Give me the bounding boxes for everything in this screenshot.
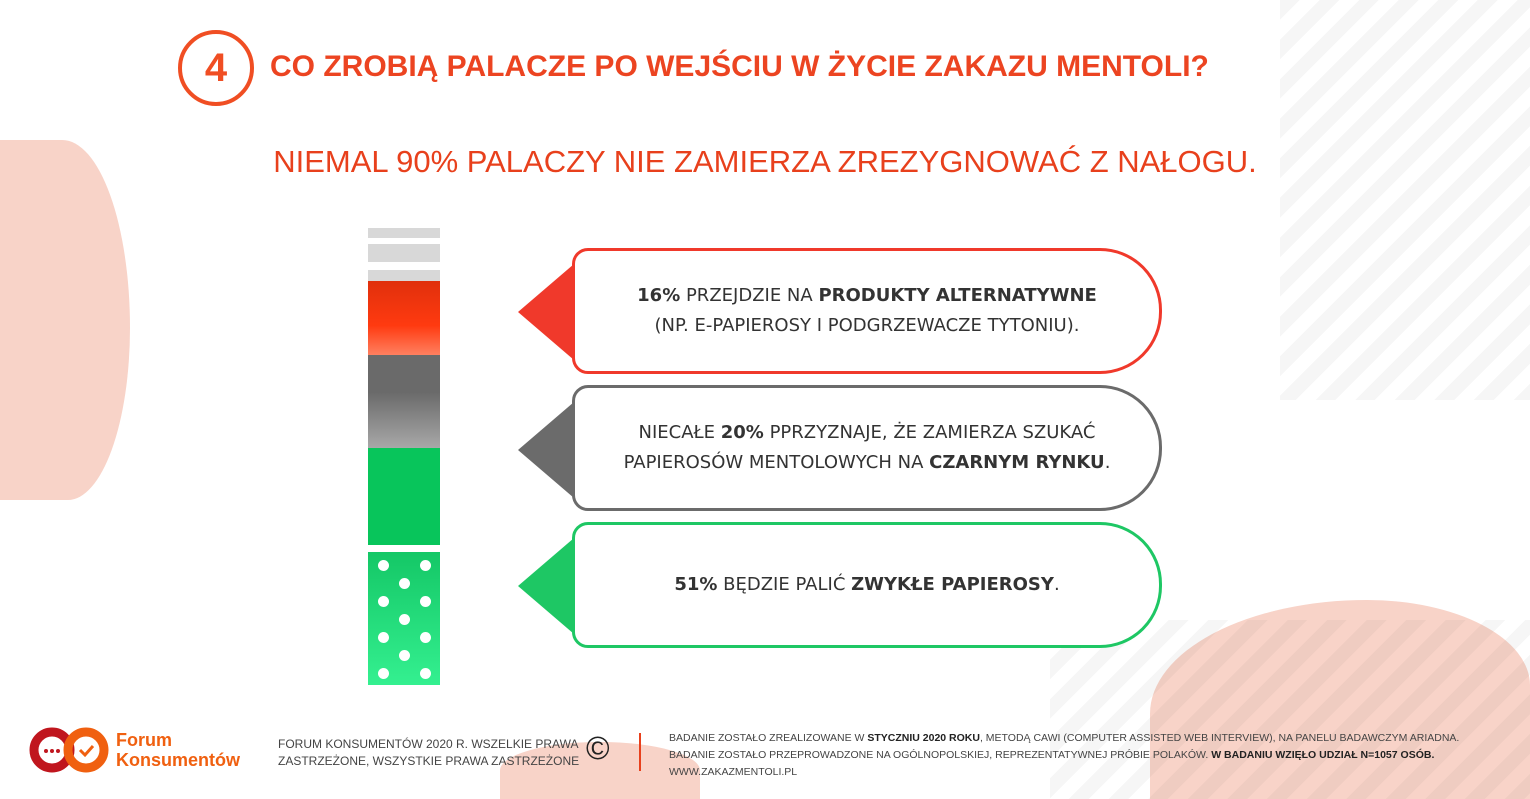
page-title: CO ZROBIĄ PALACZE PO WEJŚCIU W ŻYCIE ZAK…: [270, 50, 1209, 83]
filter-dot: [420, 596, 431, 607]
filter-dot: [399, 650, 410, 661]
segment-black-market: [368, 355, 440, 448]
logo-icon: [29, 727, 109, 773]
logo: Forum Konsumentów: [28, 718, 258, 782]
decor-blob-left: [0, 140, 130, 500]
filter-dot: [420, 560, 431, 571]
filter-dot: [420, 668, 431, 679]
filter-dot: [378, 560, 389, 571]
logo-text: Forum: [116, 730, 172, 750]
ash-stripe: [368, 244, 440, 262]
decor-stripes-top-right: [1280, 0, 1530, 400]
decor-blob-bottom-right: [1150, 600, 1530, 799]
divider: [639, 733, 641, 771]
step-number-badge: 4: [178, 30, 254, 106]
copyright-text: FORUM KONSUMENTÓW 2020 R. WSZELKIE PRAWA…: [278, 737, 580, 768]
website-link[interactable]: WWW.ZAKAZMENTOLI.PL: [669, 766, 798, 778]
decor-blob-bottom: [500, 742, 700, 799]
filter-dot: [420, 632, 431, 643]
pointer-arrow: [518, 264, 574, 360]
pointer-arrow: [518, 538, 574, 634]
segment-regular: [368, 448, 440, 545]
ash-stripe: [368, 270, 440, 281]
logo-text: Konsumentów: [116, 750, 240, 770]
segment-alternative: [368, 281, 440, 355]
filter: [368, 552, 440, 685]
ash-stripe: [368, 228, 440, 238]
filter-dot: [399, 614, 410, 625]
pointer-arrow: [518, 402, 574, 498]
filter-dot: [378, 668, 389, 679]
callout-alternative: 16% PRZEJDZIE NA PRODUKTY ALTERNATYWNE (N…: [572, 248, 1162, 374]
copyright-icon: ©: [586, 730, 610, 766]
methodology-note: BADANIE ZOSTAŁO ZREALIZOWANE W STYCZNIU …: [669, 730, 1459, 781]
callout-black-market: NIECAŁE 20% PPRZYZNAJE, ŻE ZAMIERZA SZUK…: [572, 385, 1162, 511]
decor-stripes-bottom: [1050, 620, 1530, 799]
filter-dot: [399, 578, 410, 589]
filter-dot: [378, 596, 389, 607]
filter-dot: [378, 632, 389, 643]
callout-regular: 51% BĘDZIE PALIĆ ZWYKŁE PAPIEROSY.: [572, 522, 1162, 648]
subtitle: NIEMAL 90% PALACZY NIE ZAMIERZA ZREZYGNO…: [273, 144, 1257, 179]
